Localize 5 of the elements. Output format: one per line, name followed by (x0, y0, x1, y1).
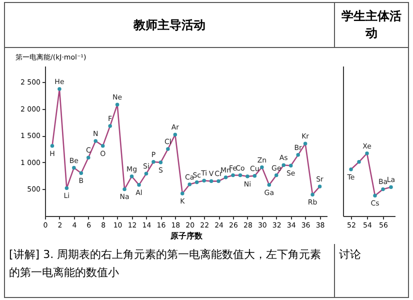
text: 讨论 (338, 247, 362, 263)
x-axis-title: 原子序数 (170, 230, 204, 240)
chart-title: 教师主导活动 (5, 3, 334, 48)
chart-title: 学生主体活动 (335, 3, 408, 48)
text: [讲解] 3. 周期表的右上角元素的第一电离能数值大，左下角元素的第一电离能的数值小 (8, 247, 322, 281)
